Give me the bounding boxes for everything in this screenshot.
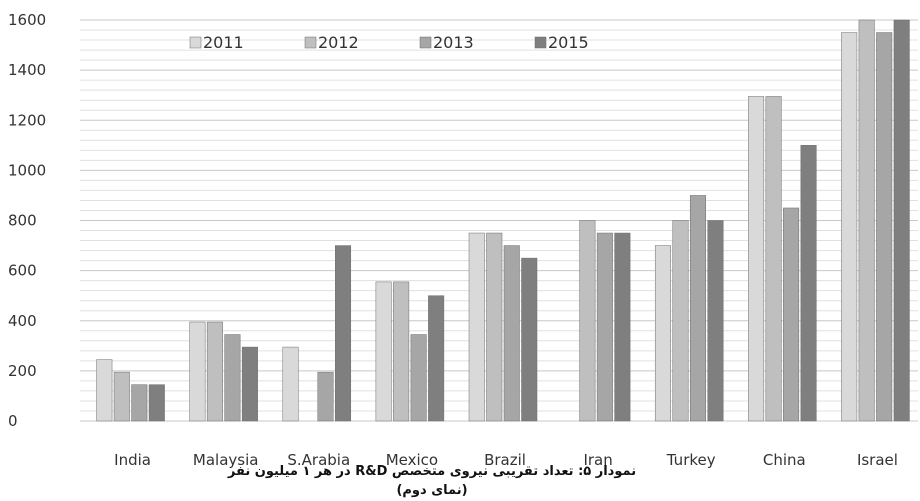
- bar-brazil-2015: [521, 257, 538, 422]
- bar-china-2012: [765, 96, 782, 422]
- bar-india-2011: [96, 359, 113, 422]
- bar-china-2015: [800, 145, 817, 422]
- bar-turkey-2011: [654, 245, 671, 422]
- bar-china-2013: [783, 207, 800, 422]
- y-tick-label: 1400: [8, 61, 46, 79]
- bar-brazil-2012: [486, 232, 503, 422]
- bar-iran-2013: [596, 232, 613, 422]
- bar-iran-2012: [579, 220, 596, 422]
- bars: [96, 19, 910, 422]
- y-tick-label: 200: [8, 362, 37, 380]
- x-axis-categories: India Malaysia S.Arabia Mexico Brazil Iran Tur…: [114, 451, 898, 469]
- bar-mexico-2012: [393, 281, 410, 422]
- legend-entry: 2013: [433, 33, 474, 52]
- x-category-label: S.Arabia: [287, 451, 350, 469]
- x-category-label: India: [114, 451, 151, 469]
- legend-swatch: [419, 36, 432, 49]
- bar-brazil-2011: [468, 232, 485, 422]
- bar-india-2013: [131, 384, 148, 422]
- x-category-label: Israel: [857, 451, 898, 469]
- y-tick-label: 1200: [8, 111, 46, 129]
- bar-malaysia-2013: [224, 334, 241, 422]
- bar-turkey-2015: [707, 220, 724, 422]
- bar-iran-2015: [614, 232, 631, 422]
- legend-entry: 2011: [203, 33, 244, 52]
- bar-sarabia-2013: [317, 371, 334, 422]
- bar-india-2012: [113, 371, 130, 422]
- y-tick-label: 400: [8, 312, 37, 330]
- bar-malaysia-2012: [206, 321, 223, 422]
- legend-entry: 2015: [548, 33, 589, 52]
- chart-caption-subtitle: (نمای دوم): [396, 483, 467, 498]
- x-category-label: Malaysia: [193, 451, 259, 469]
- y-tick-label: 0: [8, 412, 18, 430]
- legend-swatch: [189, 36, 202, 49]
- chart-caption: نمودار ۵: تعداد تقریبی نیروی متخصص R&D د…: [227, 464, 636, 479]
- bar-mexico-2015: [428, 295, 445, 422]
- bar-china-2011: [748, 96, 765, 422]
- bar-sarabia-2011: [282, 346, 299, 422]
- bar-mexico-2011: [375, 281, 392, 422]
- bar-malaysia-2011: [189, 321, 206, 422]
- legend-swatch: [534, 36, 547, 49]
- x-category-label: Mexico: [386, 451, 438, 469]
- x-category-label: Brazil: [484, 451, 526, 469]
- bar-israel-2011: [841, 32, 858, 422]
- legend-entry: 2012: [318, 33, 359, 52]
- legend-swatch: [304, 36, 317, 49]
- bar-turkey-2012: [672, 220, 689, 422]
- bar-india-2015: [148, 384, 165, 422]
- y-tick-label: 1600: [8, 11, 46, 29]
- y-axis-ticks: 0 200 400 600 800 1000 1200 1400 1600: [8, 11, 46, 430]
- x-category-label: Iran: [583, 451, 612, 469]
- bar-turkey-2013: [689, 195, 706, 422]
- bar-israel-2015: [893, 19, 910, 422]
- bar-israel-2013: [876, 32, 893, 422]
- x-category-label: China: [763, 451, 806, 469]
- bar-sarabia-2015: [335, 245, 352, 422]
- y-tick-label: 600: [8, 262, 37, 280]
- bar-brazil-2013: [503, 245, 520, 422]
- bar-malaysia-2015: [241, 346, 258, 422]
- legend: 2011 2012 2013 2015: [189, 33, 589, 52]
- y-tick-label: 800: [8, 212, 37, 230]
- x-category-label: Turkey: [666, 451, 716, 469]
- bar-israel-2012: [858, 19, 875, 422]
- bar-mexico-2013: [410, 334, 427, 422]
- y-tick-label: 1000: [8, 161, 46, 179]
